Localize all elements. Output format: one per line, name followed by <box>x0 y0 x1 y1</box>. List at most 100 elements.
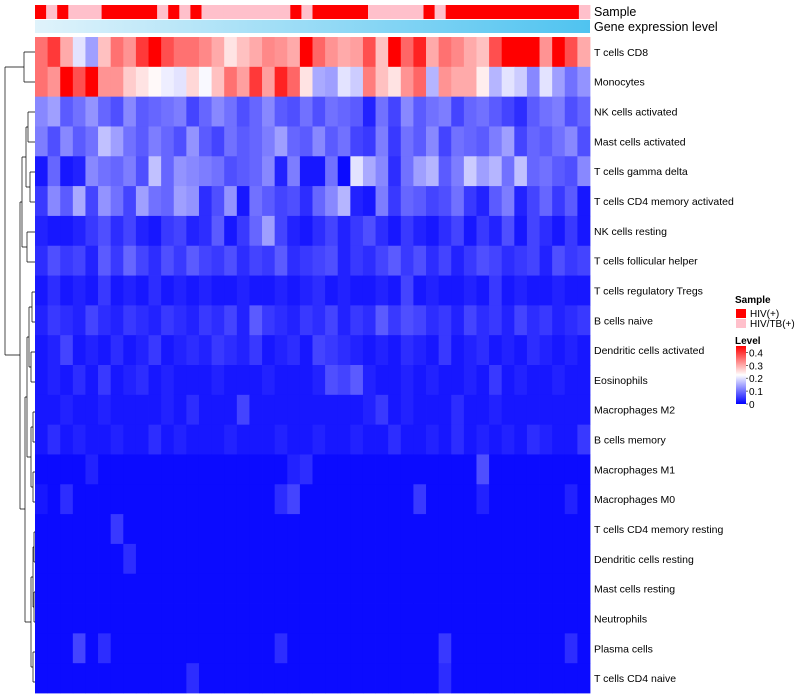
heatmap-cell <box>476 603 490 634</box>
heatmap-cell <box>135 245 149 276</box>
heatmap-cell <box>451 66 465 98</box>
heatmap-cell <box>299 543 313 575</box>
heatmap-cell <box>262 633 276 664</box>
heatmap-cell <box>186 66 200 98</box>
heatmap-cell <box>123 424 137 455</box>
heatmap-cell <box>552 573 566 604</box>
heatmap-cell <box>350 663 364 694</box>
heatmap-cell <box>476 275 490 306</box>
heatmap-cell <box>539 305 553 336</box>
heatmap-cell <box>123 454 137 485</box>
heatmap-cell <box>476 186 490 217</box>
heatmap-cell <box>312 514 326 545</box>
heatmap-cell <box>463 96 477 127</box>
sample-annotation-cell <box>556 5 569 19</box>
heatmap-cell <box>110 275 124 306</box>
heatmap-cell <box>451 275 465 306</box>
heatmap-cell <box>211 365 225 396</box>
heatmap-cell <box>98 126 112 157</box>
heatmap-cell <box>299 335 313 366</box>
heatmap-cell <box>312 424 326 455</box>
heatmap-cell <box>539 663 553 694</box>
heatmap-cell <box>98 66 112 98</box>
heatmap-cell <box>577 305 591 336</box>
heatmap-cell <box>514 365 528 396</box>
heatmap-cell <box>312 454 326 485</box>
heatmap-cell <box>198 66 212 98</box>
heatmap-cell <box>262 484 276 515</box>
heatmap-cell <box>413 633 427 664</box>
row-label: Macrophages M1 <box>594 464 675 476</box>
heatmap-cell <box>148 215 162 247</box>
heatmap-cell <box>501 603 515 634</box>
heatmap-cell <box>262 335 276 366</box>
heatmap-cell <box>451 663 465 694</box>
heatmap-cell <box>47 573 61 604</box>
heatmap-cell <box>198 186 212 217</box>
heatmap-cell <box>489 573 503 604</box>
heatmap-cell <box>489 156 503 187</box>
row-label: NK cells resting <box>594 226 667 238</box>
heatmap-cell <box>350 96 364 127</box>
heatmap-cell <box>325 275 339 306</box>
heatmap-cell <box>350 365 364 396</box>
heatmap-cell <box>47 215 61 247</box>
heatmap-cell <box>262 365 276 396</box>
sample-annotation-bar <box>35 5 591 19</box>
heatmap-cell <box>123 394 137 426</box>
heatmap-cell <box>249 37 263 68</box>
heatmap-cell <box>426 215 440 247</box>
heatmap-cell <box>173 275 187 306</box>
heatmap-cell <box>35 37 49 68</box>
row-label: NK cells activated <box>594 107 678 119</box>
heatmap-cell <box>274 245 288 276</box>
heatmap-cell <box>350 66 364 98</box>
heatmap-cell <box>274 543 288 575</box>
heatmap-cell <box>539 484 553 515</box>
heatmap-cell <box>173 126 187 157</box>
heatmap-cell <box>564 484 578 515</box>
heatmap-cell <box>249 394 263 426</box>
heatmap-cell <box>85 245 99 276</box>
heatmap-cell <box>463 543 477 575</box>
heatmap-cell <box>161 394 175 426</box>
heatmap-cell <box>451 156 465 187</box>
heatmap-cell <box>463 126 477 157</box>
heatmap-cell <box>552 484 566 515</box>
heatmap-cell <box>35 543 49 575</box>
heatmap-cell <box>47 633 61 664</box>
heatmap-cell <box>198 543 212 575</box>
heatmap-cell <box>211 215 225 247</box>
heatmap-cell <box>262 305 276 336</box>
heatmap-cell <box>526 275 540 306</box>
heatmap-cell <box>375 424 389 455</box>
heatmap-cell <box>198 454 212 485</box>
heatmap-cell <box>47 424 61 455</box>
heatmap-cell <box>539 126 553 157</box>
heatmap-cell <box>426 484 440 515</box>
heatmap-cell <box>539 394 553 426</box>
heatmap-cell <box>198 335 212 366</box>
heatmap-cell <box>236 543 250 575</box>
heatmap-cell <box>123 186 137 217</box>
heatmap-cell <box>312 37 326 68</box>
row-label: Dendritic cells activated <box>594 345 704 357</box>
heatmap-cell <box>224 215 238 247</box>
heatmap-cell <box>362 454 376 485</box>
sample-annotation-cell <box>323 5 336 19</box>
heatmap-cell <box>501 633 515 664</box>
heatmap-cell <box>350 37 364 68</box>
heatmap-cell <box>350 543 364 575</box>
heatmap-cell <box>451 484 465 515</box>
heatmap-cell <box>72 543 86 575</box>
heatmap-cell <box>539 96 553 127</box>
heatmap-cell <box>388 603 402 634</box>
heatmap-cell <box>249 543 263 575</box>
heatmap-cell <box>135 454 149 485</box>
heatmap-cell <box>198 275 212 306</box>
heatmap-cell <box>564 514 578 545</box>
sample-annotation-cell <box>545 5 558 19</box>
heatmap-cell <box>426 156 440 187</box>
heatmap-cell <box>400 365 414 396</box>
heatmap-cell <box>186 186 200 217</box>
